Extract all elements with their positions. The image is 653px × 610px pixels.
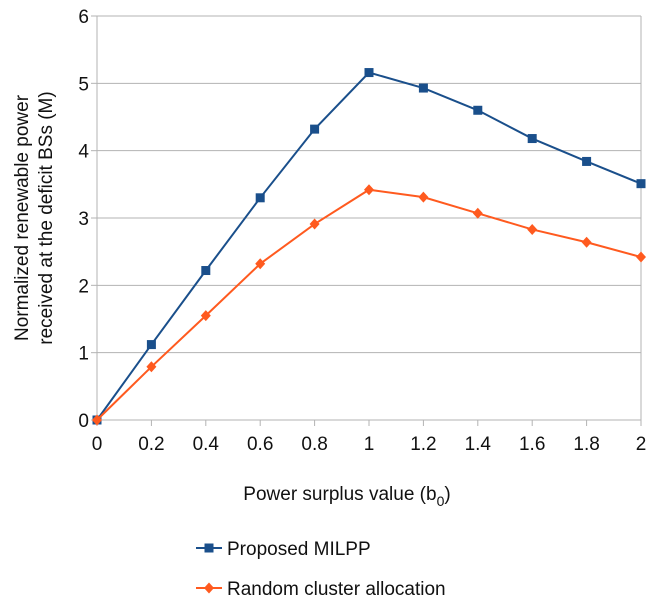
x-axis-title-main: Power surplus value (b bbox=[243, 484, 436, 505]
data-point-0-3 bbox=[255, 193, 265, 203]
y-tick-label-1: 1 bbox=[78, 344, 89, 365]
x-tick-label-1.4: 1.4 bbox=[465, 434, 492, 455]
data-point-1-2 bbox=[200, 310, 211, 322]
x-tick-label-1.6: 1.6 bbox=[519, 434, 545, 455]
legend-label-random-cluster-allocation: Random cluster allocation bbox=[227, 579, 446, 600]
y-tick-label-4: 4 bbox=[78, 142, 89, 163]
series-layer bbox=[92, 68, 646, 426]
y-axis-title: Normalized renewable power received at t… bbox=[12, 91, 57, 344]
data-point-0-10 bbox=[636, 179, 646, 189]
series-line-1 bbox=[96, 188, 642, 421]
y-tick-label-5: 5 bbox=[78, 74, 89, 95]
x-tick-label-1.2: 1.2 bbox=[410, 434, 436, 455]
data-point-1-0 bbox=[92, 414, 102, 426]
x-tick-label-0: 0 bbox=[92, 434, 103, 455]
legend: Proposed MILPP Random cluster allocation bbox=[196, 539, 446, 600]
data-point-1-10 bbox=[636, 251, 646, 263]
x-tick-label-0.6: 0.6 bbox=[247, 434, 273, 455]
y-axis-title-line1: Normalized renewable power bbox=[12, 94, 33, 341]
series-line-0 bbox=[96, 71, 642, 421]
legend-item-random-cluster-allocation: Random cluster allocation bbox=[196, 579, 446, 600]
data-point-1-6 bbox=[418, 191, 429, 203]
x-axis-title-subscript: 0 bbox=[437, 493, 445, 509]
tick-labels: 0 1 2 3 4 5 6 0 0.2 0.4 0.6 0.8 1 1.2 1.4 1.6 1.8 2 bbox=[78, 7, 646, 455]
legend-item-proposed-milpp: Proposed MILPP bbox=[196, 539, 371, 560]
legend-marker-diamond bbox=[204, 582, 214, 594]
x-axis-title: Power surplus value (b0) bbox=[243, 484, 450, 509]
x-tick-label-2: 2 bbox=[636, 434, 647, 455]
data-point-0-2 bbox=[201, 266, 211, 276]
data-point-1-1 bbox=[146, 361, 157, 373]
data-point-0-1 bbox=[146, 340, 156, 350]
data-point-0-6 bbox=[418, 83, 428, 93]
data-point-1-5 bbox=[364, 184, 374, 196]
x-tick-label-0.2: 0.2 bbox=[138, 434, 164, 455]
x-tick-label-1: 1 bbox=[364, 434, 375, 455]
axes bbox=[91, 15, 642, 426]
x-tick-label-1.8: 1.8 bbox=[573, 434, 599, 455]
y-tick-label-6: 6 bbox=[78, 7, 89, 28]
data-point-0-5 bbox=[364, 68, 374, 78]
data-point-1-8 bbox=[527, 223, 538, 235]
data-point-0-4 bbox=[310, 124, 320, 134]
data-point-0-8 bbox=[527, 134, 537, 144]
data-point-1-3 bbox=[255, 258, 266, 270]
x-tick-label-0.4: 0.4 bbox=[193, 434, 220, 455]
y-axis-title-line2: received at the deficit BSs (M) bbox=[36, 91, 57, 344]
data-point-0-7 bbox=[473, 105, 483, 115]
y-tick-label-0: 0 bbox=[78, 411, 89, 432]
data-point-1-4 bbox=[309, 218, 320, 230]
x-tick-label-0.8: 0.8 bbox=[301, 434, 327, 455]
x-axis-title-suffix: ) bbox=[444, 484, 450, 505]
data-point-1-7 bbox=[472, 207, 483, 219]
grid-lines bbox=[97, 15, 641, 421]
y-tick-label-3: 3 bbox=[78, 209, 89, 230]
data-point-1-9 bbox=[581, 236, 592, 248]
series-1 bbox=[92, 184, 646, 426]
y-tick-label-2: 2 bbox=[78, 276, 89, 297]
legend-label-proposed-milpp: Proposed MILPP bbox=[227, 539, 371, 560]
legend-marker-square bbox=[204, 543, 214, 553]
data-point-0-9 bbox=[582, 156, 592, 166]
series-0 bbox=[92, 68, 646, 425]
